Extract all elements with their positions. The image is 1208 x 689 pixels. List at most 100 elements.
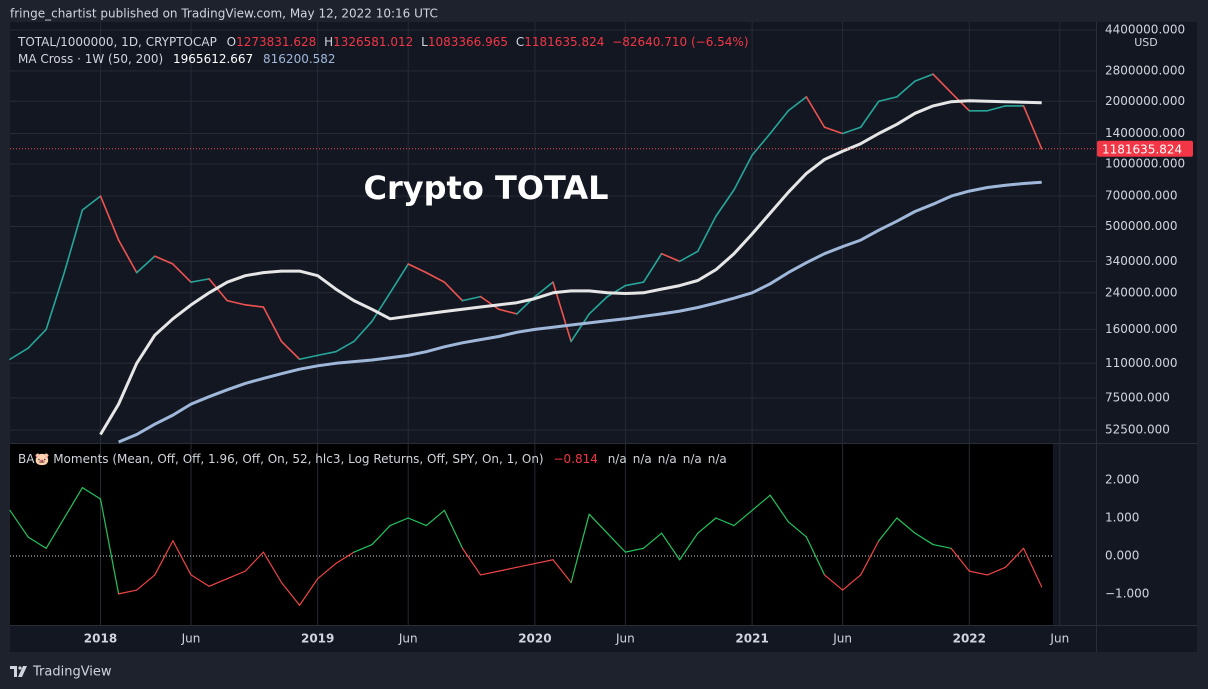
logo-dot — [18, 666, 22, 670]
line-segment — [805, 96, 826, 129]
ma-value: 1965612.667 — [173, 52, 253, 66]
line-segment — [624, 281, 645, 287]
line-segment — [172, 263, 192, 283]
na-label: n/a — [633, 452, 652, 466]
line-segment — [859, 100, 880, 129]
line-segment — [27, 536, 47, 549]
line-segment — [606, 532, 627, 553]
line-segment — [841, 126, 862, 135]
line-segment — [461, 295, 482, 302]
line-segment — [733, 154, 753, 191]
axis-unit: USD — [1134, 36, 1158, 49]
line-segment — [371, 524, 391, 546]
y-tick-label: 340000.000 — [1105, 254, 1178, 268]
line-segment — [99, 498, 120, 595]
line-segment — [986, 105, 1007, 112]
y-tick-label: 700000.000 — [1105, 189, 1178, 203]
line-segment — [968, 570, 989, 576]
change: −82640.710 (−6.54%) — [612, 35, 748, 49]
ma-value: 816200.582 — [263, 52, 336, 66]
line-segment — [606, 284, 627, 298]
line-segment — [914, 532, 934, 546]
line-segment — [335, 551, 355, 565]
line-segment — [226, 299, 247, 306]
line-segment — [280, 340, 301, 361]
line-segment — [154, 540, 174, 576]
line-segment — [262, 551, 283, 584]
x-tick-label: 2022 — [953, 632, 986, 646]
line-segment — [642, 252, 663, 283]
osc-pane — [10, 444, 1053, 625]
ohlc-value: 1273831.628 — [236, 35, 316, 49]
line-segment — [516, 562, 536, 568]
line-segment — [678, 250, 699, 263]
line-segment — [443, 509, 464, 549]
line-segment — [226, 570, 246, 580]
line-segment — [914, 73, 934, 82]
time-axis — [10, 626, 1197, 652]
line-segment — [751, 132, 772, 157]
line-segment — [534, 281, 554, 298]
line-segment — [534, 559, 554, 565]
line-segment — [371, 291, 391, 323]
line-segment — [841, 574, 862, 591]
line-segment — [950, 547, 970, 572]
footer: TradingView — [32, 665, 112, 680]
na-label: n/a — [608, 452, 627, 466]
line-segment — [407, 263, 428, 274]
line-segment — [733, 509, 753, 527]
y-tick-label: 240000.000 — [1105, 285, 1178, 299]
line-segment — [498, 566, 518, 572]
line-segment — [81, 195, 102, 211]
line-segment — [932, 73, 953, 94]
line-segment — [624, 547, 645, 553]
line-segment — [407, 517, 427, 527]
line-segment — [317, 562, 337, 580]
ohlc-label: H — [324, 35, 333, 49]
line-segment — [136, 574, 156, 591]
line-segment — [353, 543, 373, 553]
labels: 2018 Jun 2019 Jun 2020 Jun 2021 Jun 2022 Jun 44000… — [84, 23, 1193, 646]
na-label: n/a — [658, 452, 677, 466]
ohlc-label: C — [516, 35, 524, 49]
line-segment — [787, 521, 808, 538]
x-tick-label: Jun — [615, 632, 635, 646]
line-segment — [570, 313, 591, 343]
line-segment — [63, 487, 84, 519]
ohlc-value: 1083366.965 — [428, 35, 508, 49]
x-tick-label: Jun — [181, 632, 201, 646]
price-legend: TOTAL/1000000, 1D, CRYPTOCAP O1273831.62… — [17, 35, 749, 49]
last-price-label: 1181635.824 — [1102, 142, 1182, 156]
main-pane — [10, 22, 1096, 443]
y-tick-label: 52500.000 — [1105, 423, 1170, 437]
annotation: Crypto TOTAL — [364, 169, 609, 207]
line-segment — [353, 320, 373, 343]
line-segment — [588, 295, 609, 315]
x-tick-label: 2018 — [84, 632, 117, 646]
line-segment — [1022, 547, 1043, 588]
line-segment — [769, 109, 790, 135]
symbol: TOTAL/1000000, 1D, CRYPTOCAP — [17, 35, 217, 49]
y-tick-label: 1000000.000 — [1105, 156, 1185, 170]
na-label: n/a — [708, 452, 727, 466]
x-tick-label: 2021 — [735, 632, 768, 646]
line-segment — [389, 263, 410, 294]
line-segment — [679, 532, 699, 561]
line-segment — [769, 494, 789, 523]
y-tick-label: 2.000 — [1105, 473, 1139, 487]
line-segment — [208, 278, 228, 302]
line-segment — [27, 328, 48, 349]
line-segment — [497, 308, 518, 315]
line-segment — [425, 509, 445, 527]
price-axis — [1096, 22, 1197, 625]
x-tick-label: Jun — [1049, 632, 1069, 646]
x-tick-label: Jun — [832, 632, 852, 646]
marks — [9, 22, 1096, 625]
line-segment — [280, 581, 301, 606]
line-segment — [244, 304, 265, 308]
line-segment — [896, 80, 916, 98]
x-tick-label: 2020 — [518, 632, 551, 646]
line-segment — [63, 209, 84, 274]
line-segment — [715, 189, 735, 218]
line-segment — [660, 532, 681, 561]
